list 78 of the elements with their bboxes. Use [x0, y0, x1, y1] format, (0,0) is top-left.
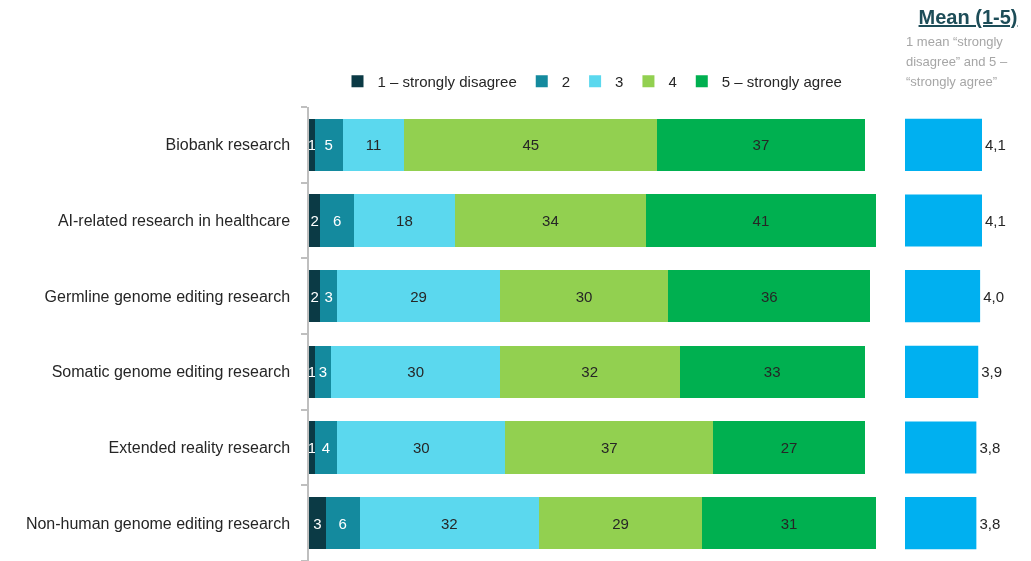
legend-label: 2	[561, 73, 571, 91]
bar	[679, 345, 865, 398]
bar	[713, 421, 865, 474]
data-label: 29	[410, 287, 427, 305]
bar	[309, 421, 315, 474]
data-label: 1	[307, 136, 316, 154]
bar	[499, 345, 680, 398]
bar	[314, 118, 343, 171]
data-label: 1	[307, 439, 316, 457]
data-label: 18	[396, 212, 413, 230]
bar	[309, 194, 321, 247]
data-label: 37	[601, 439, 618, 457]
bar	[353, 194, 455, 247]
bar	[499, 270, 669, 323]
bar	[342, 118, 405, 171]
data-label: 4,0	[983, 287, 1004, 305]
data-label: 30	[407, 363, 425, 381]
bar	[325, 497, 360, 550]
legend-label: 4	[668, 73, 677, 91]
bar	[337, 270, 500, 323]
bar	[657, 118, 865, 171]
data-label: 41	[752, 212, 770, 230]
chart-title: Mean (1-5)	[917, 6, 1019, 29]
data-label: 2	[310, 287, 319, 305]
bar	[309, 497, 326, 550]
bar	[331, 345, 500, 398]
data-label: 37	[752, 136, 770, 154]
bar	[359, 497, 540, 550]
bar	[320, 194, 354, 247]
data-label: 3,8	[979, 514, 1001, 532]
bar	[309, 345, 315, 398]
data-label: 32	[581, 363, 599, 381]
chart-subtitle: 1 mean “strongly disagree” and 5 – “strongly agree”	[906, 33, 1009, 91]
data-label: 32	[441, 514, 458, 532]
data-label: 4,1	[985, 136, 1006, 154]
y-tick-label: Extended reality research	[108, 439, 291, 457]
legend-label: 3	[615, 73, 624, 91]
data-label: 4,1	[985, 212, 1006, 230]
data-label: 6	[332, 212, 342, 230]
data-label: 29	[612, 514, 629, 532]
data-label: 30	[412, 439, 430, 457]
bar	[505, 421, 714, 474]
data-label: 30	[575, 287, 593, 305]
bar	[309, 270, 321, 323]
bar	[668, 270, 871, 323]
data-label: 1	[307, 363, 316, 381]
bar	[701, 497, 876, 550]
data-label: 6	[338, 514, 347, 532]
data-label: 3	[318, 363, 328, 381]
bar	[645, 194, 876, 247]
data-label: 3,8	[979, 439, 1001, 457]
data-label: 3,9	[981, 363, 1003, 381]
y-tick-label: Non-human genome editing research	[25, 514, 291, 532]
y-tick-label: Germline genome editing research	[44, 287, 291, 305]
y-tick-label: Biobank research	[165, 136, 291, 154]
data-label: 11	[365, 136, 382, 154]
bar	[309, 118, 315, 171]
legend-label: 5 – strongly agree	[721, 73, 842, 91]
data-label: 27	[780, 439, 798, 457]
y-tick-label: AI-related research in healthcare	[57, 212, 291, 230]
bar	[320, 270, 338, 323]
y-tick-label: Somatic genome editing research	[51, 363, 291, 381]
data-label: 4	[321, 439, 331, 457]
bar	[314, 421, 338, 474]
data-label: 2	[310, 212, 319, 230]
data-label: 34	[542, 212, 559, 230]
bar	[404, 118, 658, 171]
data-label: 31	[780, 514, 798, 532]
data-label: 36	[761, 287, 778, 305]
data-label: 3	[313, 514, 322, 532]
data-label: 33	[763, 363, 781, 381]
legend-label: 1 – strongly disagree	[377, 73, 517, 91]
data-label: 5	[324, 136, 333, 154]
bar	[539, 497, 702, 550]
data-label: 3	[324, 287, 333, 305]
bar	[337, 421, 506, 474]
bar	[454, 194, 646, 247]
data-label: 45	[522, 136, 540, 154]
